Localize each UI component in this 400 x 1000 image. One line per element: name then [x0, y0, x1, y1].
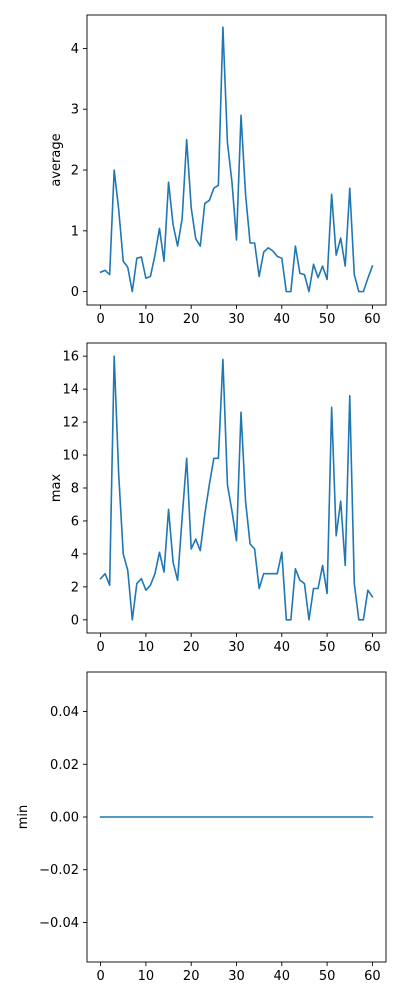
x-tick-label: 20	[183, 312, 200, 327]
x-tick-label: 20	[183, 640, 200, 655]
y-tick-label: 0.00	[50, 811, 79, 826]
y-tick-label: 4	[71, 547, 79, 562]
x-tick-label: 40	[274, 312, 291, 327]
axes-frame-max	[86, 342, 387, 634]
x-tick-label: 30	[228, 312, 245, 327]
x-tick-label: 10	[138, 312, 155, 327]
y-tick-label: 2	[71, 164, 79, 179]
axes-frame-average	[86, 14, 387, 306]
x-tick-label: 50	[319, 969, 336, 984]
chart-min: 0 10 20 30 40 50 60 −0.04 −0.02 0.00 0.02 0.04 min	[16, 671, 387, 984]
y-tick-label: 0.02	[50, 758, 79, 773]
y-tick-label: 2	[71, 580, 79, 595]
x-tick-label: 10	[138, 640, 155, 655]
x-tick-label: 40	[274, 969, 291, 984]
y-axis-label-max: max	[49, 474, 64, 503]
x-tick-label: 60	[364, 969, 381, 984]
series-line-max	[99, 355, 374, 621]
x-tick-label: 50	[319, 312, 336, 327]
x-tick-label: 0	[96, 312, 104, 327]
x-tick-label: 40	[274, 640, 291, 655]
y-tick-label: −0.02	[39, 863, 79, 878]
x-tick-label: 60	[364, 640, 381, 655]
x-tick-label: 30	[228, 969, 245, 984]
y-tick-label: 4	[71, 42, 79, 57]
x-tick-label: 60	[364, 312, 381, 327]
y-tick-label: 10	[62, 449, 79, 464]
y-tick-label: 3	[71, 103, 79, 118]
y-axis-label-min: min	[16, 805, 31, 830]
y-tick-label: 8	[71, 482, 79, 497]
x-tick-label: 20	[183, 969, 200, 984]
x-tick-label: 30	[228, 640, 245, 655]
y-tick-label: 16	[62, 350, 79, 365]
x-tick-label: 10	[138, 969, 155, 984]
chart-average: 0 10 20 30 40 50 60 0 1 2 3 4 average	[49, 14, 387, 327]
y-tick-label: 0	[71, 613, 79, 628]
x-tick-label: 0	[96, 969, 104, 984]
y-tick-label: 0.04	[50, 705, 79, 720]
y-tick-label: 6	[71, 514, 79, 529]
y-tick-label: 0	[71, 285, 79, 300]
y-tick-label: 14	[62, 383, 79, 398]
y-tick-label: −0.04	[39, 916, 79, 931]
y-tick-label: 12	[62, 416, 79, 431]
y-tick-label: 1	[71, 224, 79, 239]
x-tick-label: 0	[96, 640, 104, 655]
chart-max: 0 10 20 30 40 50 60 0 2 4 6 8 10 12 14 16 max	[49, 342, 387, 655]
y-axis-label-average: average	[49, 133, 64, 186]
series-line-average	[99, 26, 374, 293]
x-tick-label: 50	[319, 640, 336, 655]
